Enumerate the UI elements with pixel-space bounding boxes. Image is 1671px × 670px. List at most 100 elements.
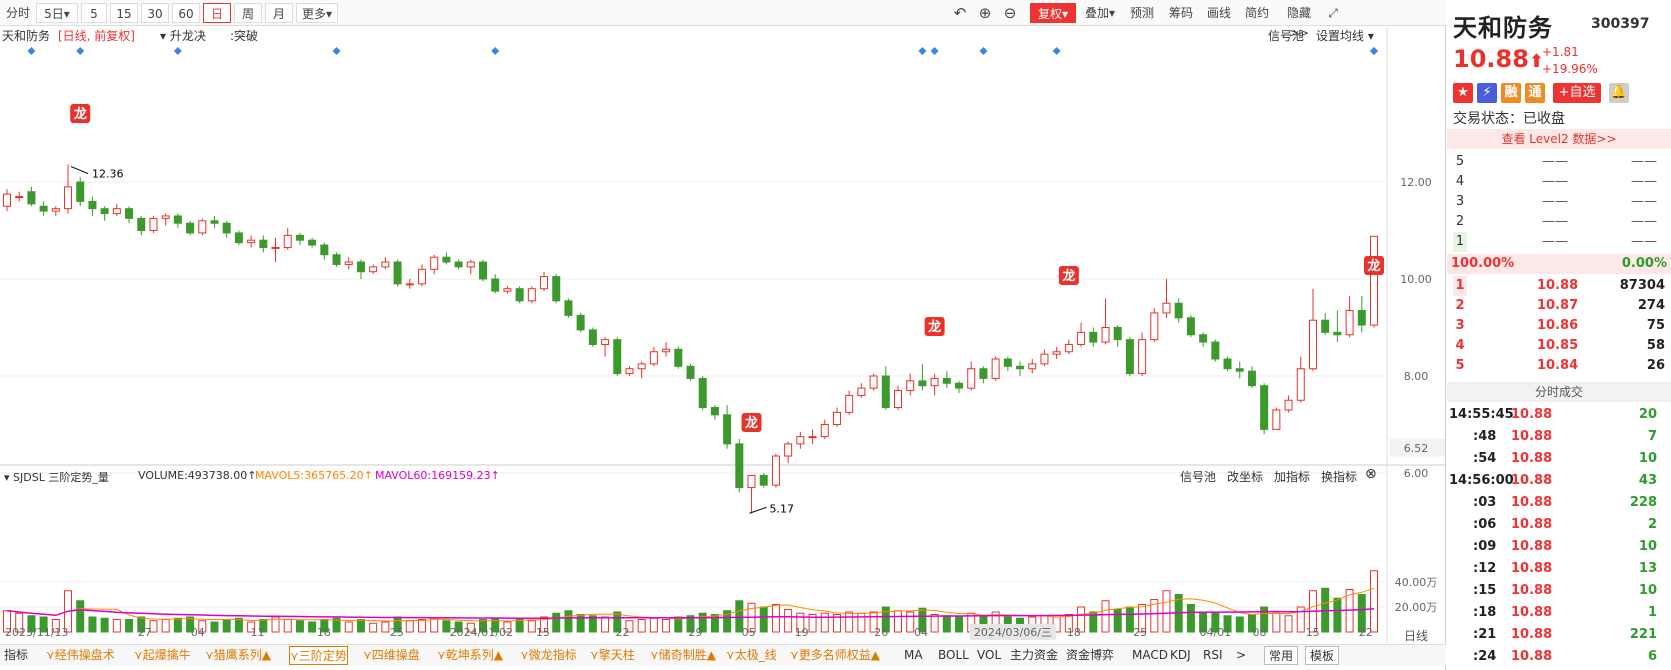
- up-arrow-icon: ⬆: [1528, 51, 1545, 72]
- indicator-tab-16[interactable]: 资金博弈: [1066, 648, 1115, 662]
- quote-panel: 天和防务 300397 10.88⬆ +1.81 +19.96% ★ ⚡ 融 通 …: [1447, 0, 1671, 670]
- connect-badge[interactable]: 通: [1525, 83, 1545, 103]
- add-favorite-button[interactable]: +自选: [1553, 83, 1601, 103]
- indicator-tab-7[interactable]: ⋎微龙指标: [520, 648, 577, 662]
- indicator-tab-3[interactable]: ⋎猎鹰系列▲: [205, 648, 272, 662]
- indicator-tab-6[interactable]: ⋎乾坤系列▲: [437, 648, 504, 662]
- candle-body: [234, 232, 243, 244]
- bell-icon[interactable]: 🔔: [1609, 83, 1629, 103]
- hide-button[interactable]: 隐藏>>: [1286, 6, 1311, 40]
- ask-row[interactable]: 1 —— ——: [1447, 232, 1671, 252]
- indicator-tab-11[interactable]: ⋎更多名师权益▲: [790, 648, 881, 662]
- indicator-tab-14[interactable]: VOL: [977, 648, 1002, 662]
- indicator-tab-15[interactable]: 主力资金: [1010, 648, 1059, 662]
- china-flag-icon[interactable]: ★: [1453, 83, 1473, 103]
- bid-row[interactable]: 3 10.86 75: [1447, 316, 1671, 336]
- indicator-tab-19[interactable]: RSI: [1203, 648, 1223, 662]
- volume-bar: [869, 611, 878, 633]
- period-month[interactable]: 月: [265, 3, 293, 23]
- fuquan-button[interactable]: 复权▾: [1030, 3, 1076, 23]
- lightning-icon[interactable]: ⚡: [1477, 83, 1497, 103]
- zoom-out-icon[interactable]: ⊖: [1003, 4, 1017, 22]
- signal-diamond: [1052, 47, 1061, 55]
- indicator-tab-1[interactable]: ⋎经伟操盘术: [46, 648, 115, 662]
- ask-row[interactable]: 5 —— ——: [1447, 152, 1671, 172]
- volume-bar: [613, 611, 622, 633]
- indicator-tab-5[interactable]: ⋎四维操盘: [363, 648, 420, 662]
- candle-body: [796, 436, 805, 445]
- trade-time: :15: [1473, 583, 1497, 598]
- period-more[interactable]: 更多▾: [296, 3, 338, 23]
- trade-row: :12 10.88 13: [1447, 558, 1671, 580]
- trade-volume: 20: [1638, 407, 1657, 422]
- zoom-in-icon[interactable]: ⊕: [978, 4, 992, 22]
- draw-button[interactable]: 画线: [1206, 6, 1231, 20]
- indicator-tab-18[interactable]: KDJ: [1170, 648, 1191, 662]
- ask-row[interactable]: 3 —— ——: [1447, 192, 1671, 212]
- period-5min[interactable]: 5: [81, 3, 107, 23]
- indicator-tab-22[interactable]: 模板: [1305, 646, 1340, 665]
- period-60min[interactable]: 60: [172, 3, 200, 23]
- signal-pool-link[interactable]: 信号池: [1268, 29, 1305, 43]
- predict-button[interactable]: 预测: [1129, 6, 1154, 20]
- period-5day[interactable]: 5日▾: [36, 3, 78, 23]
- candle-body: [979, 368, 988, 379]
- indicator-tab-4[interactable]: ⋎三阶定势: [289, 646, 348, 665]
- period-15min[interactable]: 15: [110, 3, 138, 23]
- chip-button[interactable]: 筹码: [1168, 6, 1193, 20]
- ma-setting-label: 设置均线: [1316, 29, 1365, 43]
- expand-icon[interactable]: ⤢: [1328, 6, 1338, 20]
- dragon-label: 龙: [928, 319, 941, 335]
- volume-bar: [1260, 606, 1269, 633]
- bid-row[interactable]: 4 10.85 58: [1447, 336, 1671, 356]
- indicator-tab-12[interactable]: MA: [904, 648, 923, 662]
- vol-switch-indicator[interactable]: 换指标: [1321, 470, 1358, 484]
- bid-ask-ratio: 100.00% 0.00%: [1447, 254, 1671, 274]
- vol-add-indicator[interactable]: 加指标: [1274, 470, 1311, 484]
- ma-setting-link[interactable]: 设置均线 ▾: [1316, 27, 1374, 44]
- ask-row[interactable]: 2 —— ——: [1447, 212, 1671, 232]
- indicator-tab-17[interactable]: MACD: [1132, 648, 1168, 662]
- trade-time: :48: [1473, 429, 1497, 444]
- vol-change-axis[interactable]: 改坐标: [1227, 470, 1264, 484]
- level2-link[interactable]: 查看 Level2 数据>>: [1447, 129, 1671, 149]
- undo-icon[interactable]: ↶: [953, 4, 967, 22]
- volume-bar: [674, 616, 683, 633]
- margin-badge[interactable]: 融: [1501, 83, 1521, 103]
- indicator-tab-21[interactable]: 常用: [1264, 646, 1299, 665]
- indicator-tab-0[interactable]: 指标: [4, 648, 29, 662]
- volume-bar: [308, 621, 317, 633]
- bid-row[interactable]: 2 10.87 274: [1447, 296, 1671, 316]
- indicator-tab-9[interactable]: ⋎储奇制胜▲: [650, 648, 717, 662]
- bid-row[interactable]: 5 10.84 26: [1447, 356, 1671, 376]
- simple-button[interactable]: 简约: [1244, 6, 1269, 20]
- date-tick: 29: [689, 626, 703, 639]
- indicator-dropdown[interactable]: ▾ 升龙决: [160, 27, 206, 44]
- candle-body: [1247, 370, 1256, 387]
- close-icon[interactable]: ⊗: [1365, 466, 1377, 482]
- period-week[interactable]: 周: [234, 3, 262, 23]
- indicator-tab-10[interactable]: ⋎太极_线: [726, 648, 777, 662]
- signal-diamond: [76, 47, 85, 55]
- period-day[interactable]: 日: [203, 3, 231, 23]
- period-minute[interactable]: 分时: [5, 6, 30, 20]
- volume-dropdown[interactable]: ▾ SJDSL 三阶定势_量: [4, 469, 109, 485]
- indicator-tab-8[interactable]: ⋎擎天柱: [590, 648, 635, 662]
- vol-signal-pool[interactable]: 信号池: [1180, 470, 1217, 484]
- chart-toolbar: 分时 5日▾ 5 15 30 60 日 周 月 更多▾ ↶ ⊕ ⊖ 复权▾ 叠加…: [0, 0, 1446, 40]
- indicator-tab-2[interactable]: ⋎起爆擒牛: [134, 648, 191, 662]
- indicator-tab-20[interactable]: >: [1236, 648, 1247, 662]
- ask-level: 3: [1455, 194, 1465, 209]
- bid-volume: 274: [1637, 298, 1665, 313]
- indicator-tab-13[interactable]: BOLL: [938, 648, 969, 662]
- ask-row[interactable]: 4 —— ——: [1447, 172, 1671, 192]
- overlay-button[interactable]: 叠加▾: [1080, 3, 1120, 23]
- last-price: 10.88⬆: [1453, 45, 1544, 73]
- date-tick: 11: [251, 626, 265, 639]
- mavol60-label: MAVOL60:169159.23↑: [375, 469, 500, 482]
- bid-row[interactable]: 1 10.88 87304: [1447, 276, 1671, 296]
- date-tick: 22: [1359, 626, 1373, 639]
- info-mode[interactable]: [日线, 前复权]: [58, 29, 135, 43]
- period-30min[interactable]: 30: [141, 3, 169, 23]
